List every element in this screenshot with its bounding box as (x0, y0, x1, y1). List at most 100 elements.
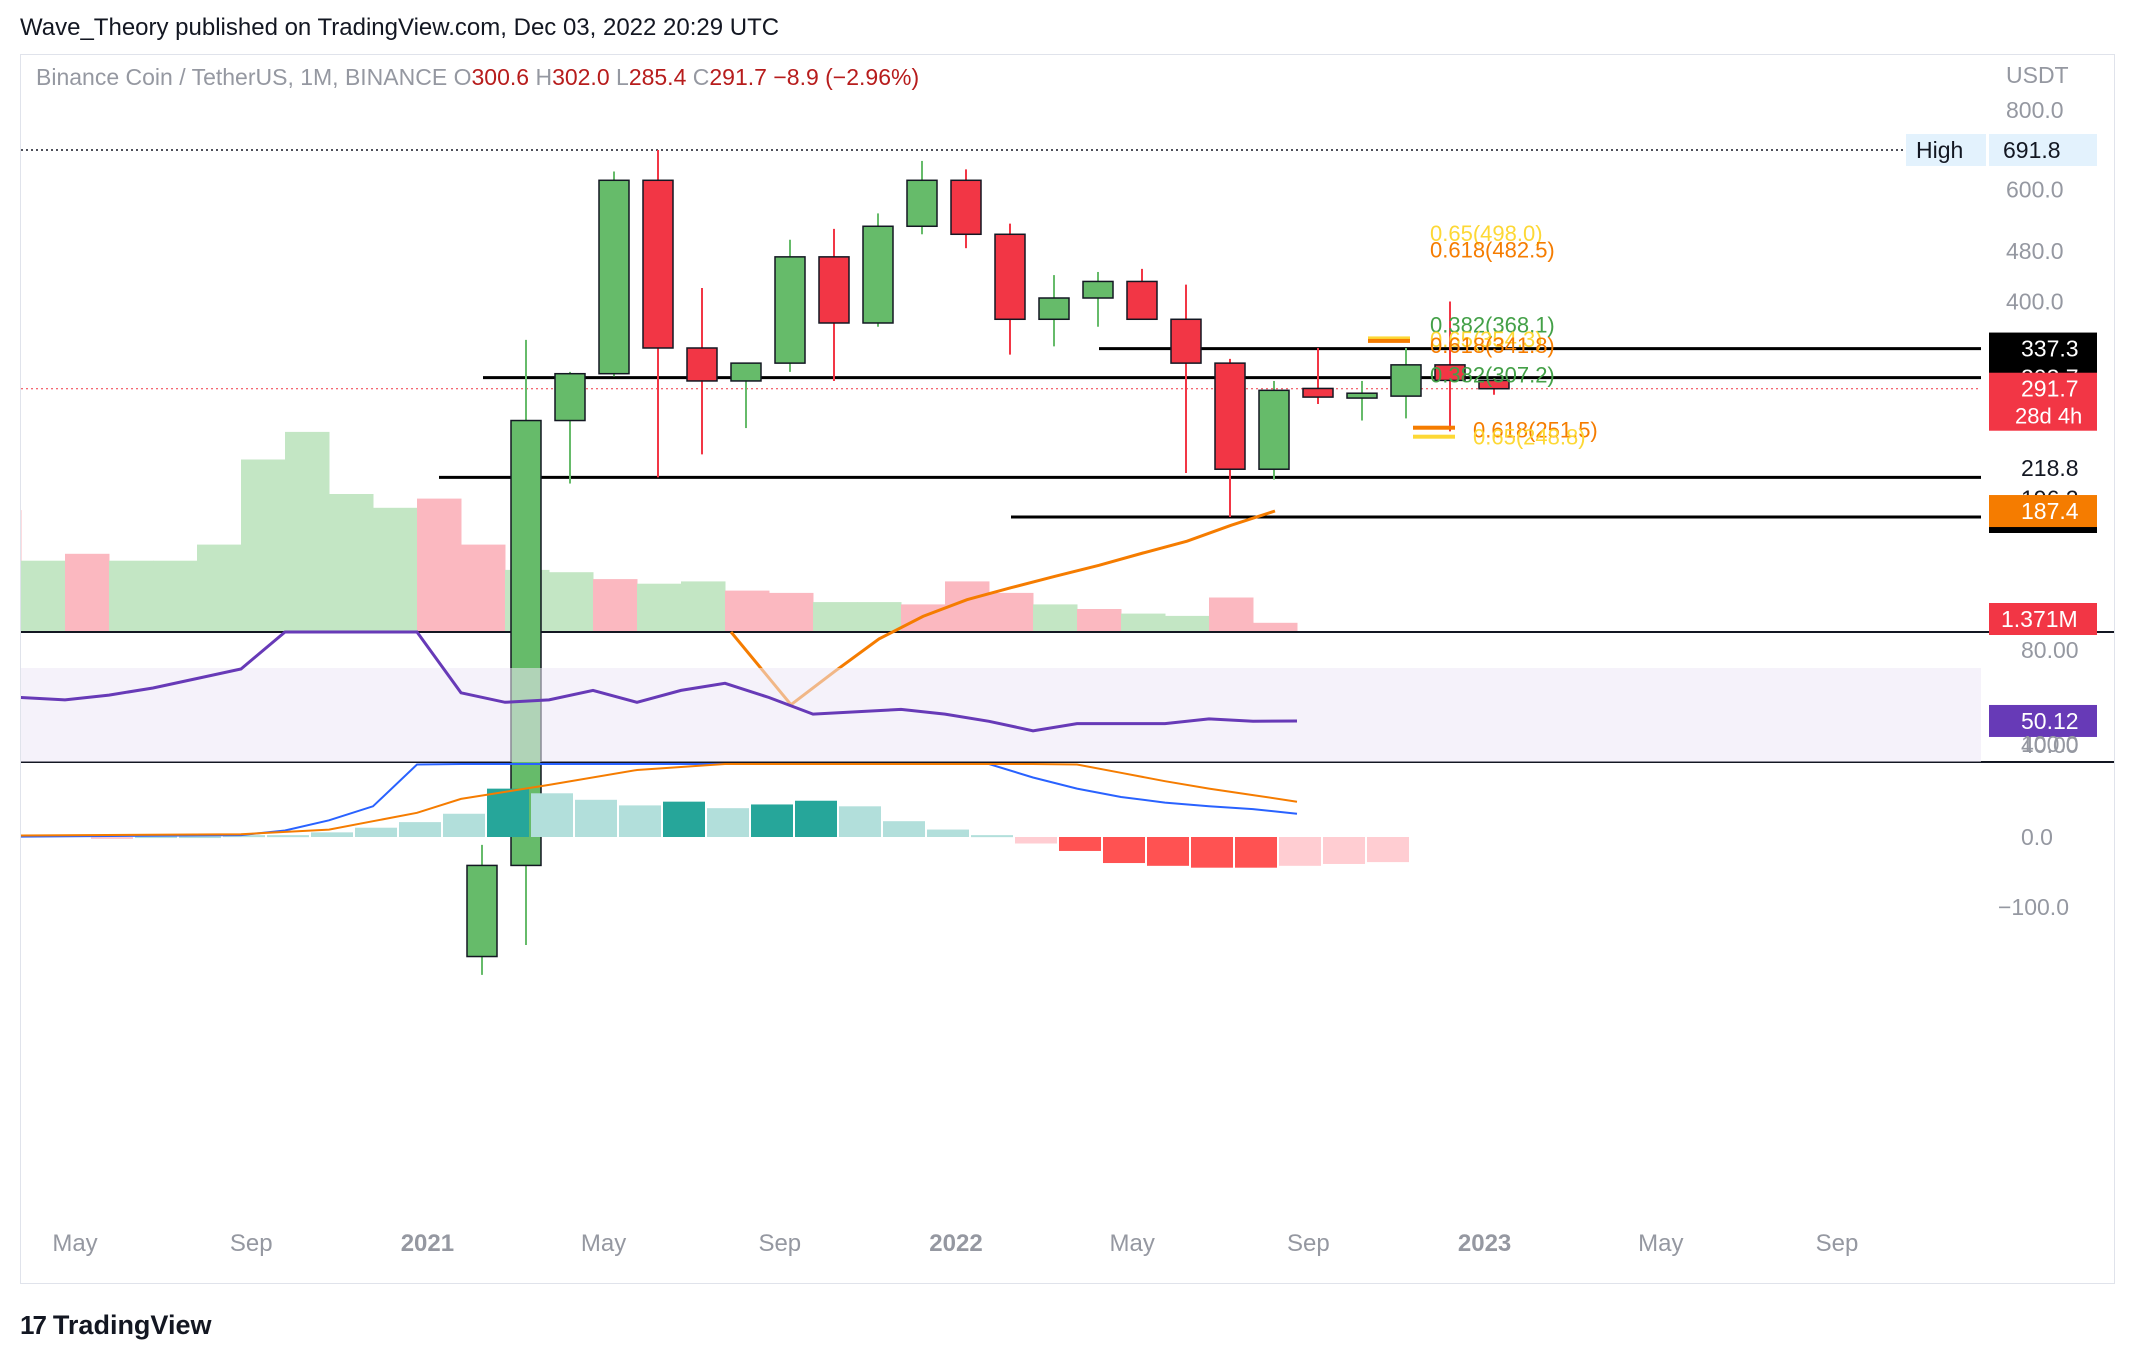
fib-label: 0.65(498.0) (1430, 221, 1543, 246)
macd-histogram-bar (707, 808, 749, 837)
candle-body (774, 256, 806, 364)
tradingview-logo-icon: 17 (20, 1310, 47, 1340)
candle-body (1214, 362, 1246, 470)
price-axis-tick: 800.0 (2006, 97, 2064, 123)
volume-bar (1253, 622, 1298, 632)
price-axis-tick: 480.0 (2006, 238, 2064, 264)
price-axis-currency: USDT (2006, 62, 2069, 88)
macd-histogram-bar (1279, 837, 1321, 866)
candle-body (994, 233, 1026, 321)
high-label: High (1916, 137, 1963, 163)
high-value-bg (1989, 134, 2097, 166)
volume-badge (1989, 603, 2097, 635)
macd-histogram-bar (663, 801, 705, 837)
candle-body (862, 225, 894, 324)
candle-body (730, 362, 762, 382)
volume-bar (417, 498, 462, 632)
macd-histogram-bar (179, 836, 221, 839)
volume-bar (65, 553, 110, 632)
macd-histogram-bar (927, 829, 969, 837)
candle-body (950, 179, 982, 236)
price-axis-tick: 400.0 (2006, 288, 2064, 314)
fib-label: 0.382(368.1) (1430, 312, 1555, 337)
legend-part: 285.4 (629, 64, 693, 90)
legend-part: L (616, 64, 629, 90)
macd-histogram-bar (795, 800, 837, 837)
fib-marker (1368, 336, 1410, 341)
macd-histogram-bar (1059, 837, 1101, 851)
volume-bar (813, 602, 858, 632)
time-axis-label: Sep (1287, 1230, 1330, 1257)
candle-body (598, 179, 630, 375)
macd-histogram-bar (1367, 837, 1409, 863)
chart-frame[interactable]: 0.65(498.0) 0.618(482.5) 0.382(368.1) 0.65(… (20, 54, 2115, 1284)
fib-label: 0.65(248.8) (1473, 425, 1586, 450)
legend-part: 302.0 (552, 64, 616, 90)
chart-canvas[interactable]: 0.65(498.0)0.618(482.5)0.382(368.1)0.65(… (21, 55, 2114, 1283)
macd-signal-line (21, 763, 1298, 837)
macd-histogram-bar (487, 788, 529, 837)
macd-histogram-bar (399, 822, 441, 837)
fib-marker (1413, 425, 1455, 430)
macd-histogram-bar (971, 835, 1013, 838)
candle-body (466, 864, 498, 958)
legend-part: Binance Coin / TetherUS, 1M, BINANCE (36, 64, 454, 90)
rsi-badge-text: 50.12 (2021, 708, 2079, 734)
macd-histogram-bar (531, 793, 573, 837)
current-price-value: 291.7 (2021, 376, 2079, 402)
fib-marker (1368, 338, 1410, 343)
time-axis-label: Sep (230, 1230, 273, 1257)
macd-histogram-bar (1103, 837, 1145, 864)
legend-part: −8.9 (−2.96%) (773, 64, 919, 90)
volume-bar (109, 560, 154, 632)
fib-marker (1413, 434, 1455, 439)
rsi-line (21, 630, 1298, 733)
time-axis-label: Sep (1816, 1230, 1859, 1257)
volume-bar (857, 602, 902, 632)
volume-bar (153, 560, 198, 632)
volume-bar (329, 494, 374, 632)
volume-badge-text: 1.371M (2001, 606, 2078, 632)
macd-histogram-bar (839, 806, 881, 837)
volume-bar (461, 544, 506, 632)
candle-body (1170, 318, 1202, 364)
volume-bar (1033, 604, 1078, 632)
time-axis-label: 2022 (929, 1230, 982, 1257)
candle-body (686, 347, 718, 382)
fib-label: 0.618(251.5) (1473, 418, 1598, 443)
candle-body (1302, 387, 1334, 398)
macd-axis-tick: 0.0 (2021, 824, 2053, 850)
macd-histogram-bar (1147, 837, 1189, 866)
macd-histogram-bar (135, 836, 177, 839)
legend-part: 300.6 (471, 64, 535, 90)
time-axis-label: 2021 (401, 1230, 454, 1257)
volume-bar (1165, 615, 1210, 632)
volume-bar (285, 431, 330, 632)
macd-histogram-bar (91, 837, 133, 839)
time-axis-label: 2023 (1458, 1230, 1511, 1257)
volume-bar (1077, 609, 1122, 632)
rsi-axis-tick: 80.00 (2021, 637, 2079, 663)
macd-histogram-bar (1191, 837, 1233, 868)
volume-bar (1209, 597, 1254, 632)
fib-label: 0.65(354.3) (1430, 327, 1543, 352)
candle-body (1038, 297, 1070, 321)
macd-histogram-bar (575, 799, 617, 837)
candle-body (1478, 379, 1510, 390)
macd-histogram-bar (883, 821, 925, 837)
volume-bar (725, 590, 770, 632)
fib-label: 0.618(482.5) (1430, 238, 1555, 263)
legend-part: H (535, 64, 552, 90)
macd-histogram-bar (223, 835, 265, 838)
macd-histogram-bar (355, 827, 397, 837)
macd-histogram-bar (1235, 837, 1277, 868)
candle-body (642, 179, 674, 349)
ohlc-legend: Binance Coin / TetherUS, 1M, BINANCE O30… (36, 64, 919, 90)
brand-name: TradingView (52, 1310, 212, 1340)
macd-histogram-bar (443, 813, 485, 837)
candle-body (1346, 392, 1378, 399)
volume-bar (637, 583, 682, 632)
footer-brand[interactable]: 17 TradingView (20, 1310, 211, 1341)
volume-bar (769, 592, 814, 632)
rsi-band (21, 668, 1981, 762)
